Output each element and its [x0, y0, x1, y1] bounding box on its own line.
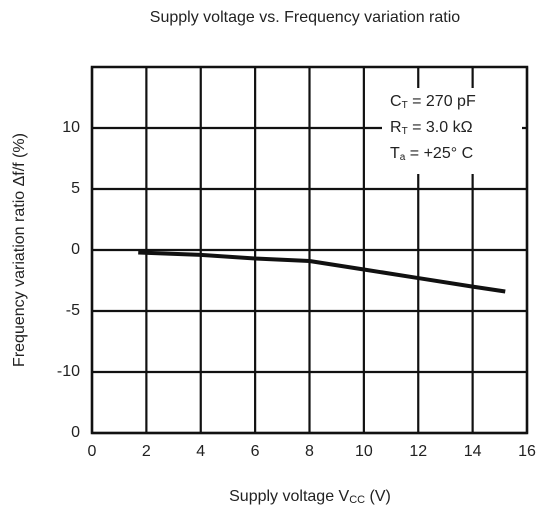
annotation-part: = +25° C	[405, 145, 473, 162]
chart-title: Supply voltage vs. Frequency variation r…	[150, 9, 460, 26]
x-tick-label: 8	[305, 443, 314, 460]
annotation-sub: a	[400, 152, 406, 163]
annotation-sub: T	[402, 100, 408, 111]
annotation-sub: T	[402, 126, 408, 137]
x-tick-label: 0	[88, 443, 97, 460]
x-tick-label: 12	[409, 443, 427, 460]
y-tick-label: 10	[62, 119, 80, 136]
y-tick-label: -10	[57, 363, 80, 380]
annotation-part: = 3.0 kΩ	[408, 119, 473, 136]
x-tick-label: 10	[355, 443, 373, 460]
y-tick-label: 5	[71, 180, 80, 197]
x-tick-label: 2	[142, 443, 151, 460]
x-tick-label: 14	[464, 443, 482, 460]
annotation-part: = 270 pF	[408, 93, 476, 110]
annotation: CT = 270 pF	[390, 93, 476, 110]
annotation-part: R	[390, 119, 402, 136]
y-tick-label: 0	[71, 424, 80, 441]
annotation: Ta = +25° C	[390, 145, 473, 162]
y-tick-label: -5	[66, 302, 80, 319]
annotation-box	[382, 88, 522, 174]
y-axis-label: Frequency variation ratio Δf/f (%)	[11, 133, 28, 367]
x-tick-label: 16	[518, 443, 536, 460]
plot-frame	[90, 65, 529, 435]
annotation-part: C	[390, 93, 402, 110]
data-line	[138, 250, 506, 294]
annotation: RT = 3.0 kΩ	[390, 119, 473, 136]
x-tick-label: 6	[251, 443, 260, 460]
x-axis-label: Supply voltage VCC (V)	[229, 488, 391, 506]
annotation-part: T	[390, 145, 400, 162]
x-tick-label: 4	[196, 443, 205, 460]
y-tick-label: 0	[71, 241, 80, 258]
